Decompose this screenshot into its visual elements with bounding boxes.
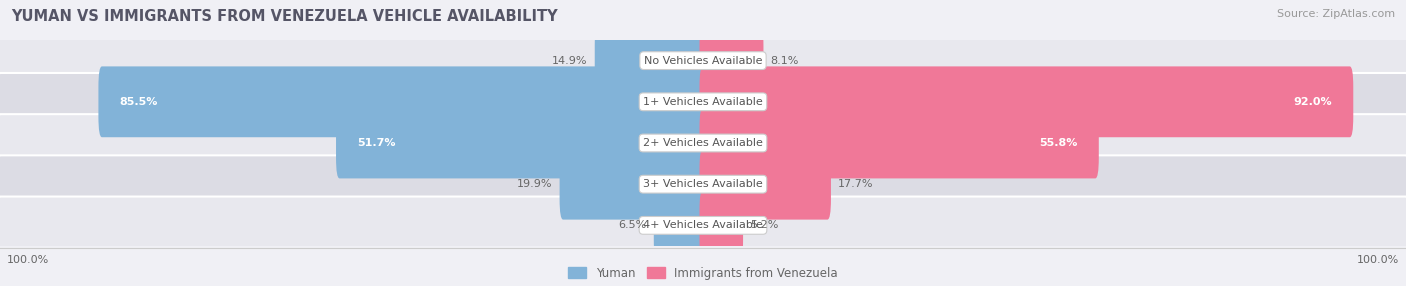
Text: 85.5%: 85.5% [120, 97, 157, 107]
Text: 17.7%: 17.7% [838, 179, 873, 189]
Text: 92.0%: 92.0% [1294, 97, 1333, 107]
Text: 6.5%: 6.5% [619, 221, 647, 230]
Text: 4+ Vehicles Available: 4+ Vehicles Available [643, 221, 763, 230]
FancyBboxPatch shape [700, 190, 744, 261]
FancyBboxPatch shape [560, 149, 707, 220]
Text: No Vehicles Available: No Vehicles Available [644, 56, 762, 65]
FancyBboxPatch shape [700, 108, 1099, 178]
Text: 2+ Vehicles Available: 2+ Vehicles Available [643, 138, 763, 148]
Text: YUMAN VS IMMIGRANTS FROM VENEZUELA VEHICLE AVAILABILITY: YUMAN VS IMMIGRANTS FROM VENEZUELA VEHIC… [11, 9, 558, 23]
FancyBboxPatch shape [0, 32, 1406, 90]
FancyBboxPatch shape [0, 73, 1406, 131]
FancyBboxPatch shape [98, 66, 707, 137]
Text: 100.0%: 100.0% [1357, 255, 1399, 265]
FancyBboxPatch shape [0, 196, 1406, 254]
FancyBboxPatch shape [595, 25, 707, 96]
FancyBboxPatch shape [0, 114, 1406, 172]
FancyBboxPatch shape [654, 190, 707, 261]
Text: 100.0%: 100.0% [7, 255, 49, 265]
Text: 19.9%: 19.9% [517, 179, 553, 189]
Text: 5.2%: 5.2% [751, 221, 779, 230]
FancyBboxPatch shape [700, 66, 1354, 137]
FancyBboxPatch shape [336, 108, 707, 178]
Text: 55.8%: 55.8% [1039, 138, 1078, 148]
FancyBboxPatch shape [0, 155, 1406, 213]
FancyBboxPatch shape [700, 149, 831, 220]
Legend: Yuman, Immigrants from Venezuela: Yuman, Immigrants from Venezuela [564, 262, 842, 284]
Text: 8.1%: 8.1% [770, 56, 799, 65]
FancyBboxPatch shape [700, 25, 763, 96]
Text: 1+ Vehicles Available: 1+ Vehicles Available [643, 97, 763, 107]
Text: 3+ Vehicles Available: 3+ Vehicles Available [643, 179, 763, 189]
Text: 51.7%: 51.7% [357, 138, 395, 148]
Text: 14.9%: 14.9% [553, 56, 588, 65]
Text: Source: ZipAtlas.com: Source: ZipAtlas.com [1277, 9, 1395, 19]
